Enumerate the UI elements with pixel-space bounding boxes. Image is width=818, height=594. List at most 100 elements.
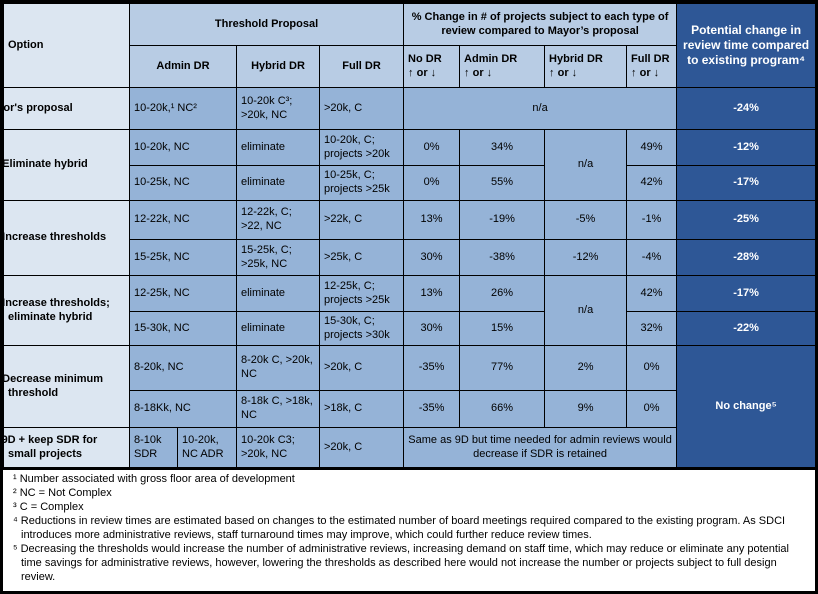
cell-mayor-full-dr: >20k, C <box>318 87 405 130</box>
column-header-hybrid-dr-pct: Hybrid DR ↑ or ↓ <box>544 45 628 88</box>
cell-9c2-hybrid-dr: eliminate <box>236 311 320 346</box>
option-label: 9B. Increase thresholds <box>3 200 130 276</box>
cell-9c1-full-pct: 42% <box>626 275 678 312</box>
cell-9d1-full-dr: >20k, C <box>318 345 405 391</box>
cell-9b2-admin-pct: -38% <box>459 239 546 276</box>
option-label: Mayor's proposal <box>3 87 130 130</box>
row-9c-1: 9C. Increase thresholds; eliminate hybri… <box>3 275 815 346</box>
cell-9c-hybrid-pct-na: n/a <box>544 275 628 346</box>
cell-9d2-admin-pct: 66% <box>459 390 546 428</box>
cell-9b2-full-dr: >25k, C <box>318 239 405 276</box>
cell-9b2-potential: -28% <box>676 239 815 276</box>
cell-9d2-full-pct: 0% <box>626 390 678 428</box>
cell-9c1-hybrid-dr: eliminate <box>236 275 320 312</box>
footnote-3: ³ C = Complex <box>13 500 84 513</box>
cell-9b1-full-pct: -1% <box>626 200 678 240</box>
header-row-2: Admin DR Hybrid DR Full DR No DR ↑ or ↓ … <box>4 45 816 88</box>
cell-9d2-admin-dr: 8-18Kk, NC <box>129 390 237 428</box>
footnote-5: ⁵ Decreasing the thresholds would increa… <box>13 542 789 583</box>
cell-9a1-hybrid-dr: eliminate <box>236 129 320 166</box>
cell-9b2-hybrid-pct: -12% <box>544 239 628 276</box>
cell-9a2-hybrid-dr: eliminate <box>236 165 320 201</box>
cell-9a2-admin-pct: 55% <box>459 165 546 201</box>
cell-9c2-no-dr-pct: 30% <box>403 311 461 346</box>
cell-9e-full-dr: >20k, C <box>318 427 405 468</box>
cell-9b2-full-pct: -4% <box>626 239 678 276</box>
cell-9a1-no-dr-pct: 0% <box>403 129 461 166</box>
cell-9b1-hybrid-pct: -5% <box>544 200 628 240</box>
cell-9d1-full-pct: 0% <box>626 345 678 391</box>
cell-9d1-admin-pct: 77% <box>459 345 546 391</box>
cell-9c1-admin-dr: 12-25k, NC <box>129 275 237 312</box>
cell-9c2-admin-dr: 15-30k, NC <box>129 311 237 346</box>
column-header-hybrid-dr: Hybrid DR <box>236 45 320 88</box>
cell-9a1-full-pct: 49% <box>626 129 678 166</box>
cell-9e-hybrid-dr: 10-20k C3; >20k, NC <box>236 427 320 468</box>
cell-9b1-full-dr: >22k, C <box>318 200 405 240</box>
cell-9a2-full-dr: 10-25k, C; projects >25k <box>318 165 405 201</box>
cell-9c1-potential: -17% <box>676 275 815 312</box>
cell-9c2-admin-pct: 15% <box>459 311 546 346</box>
cell-9e-pct-note: Same as 9D but time needed for admin rev… <box>403 427 678 468</box>
row-9d-2: 8-18Kk, NC 8-18k C, >18k, NC >18k, C -35… <box>4 390 816 428</box>
cell-9b1-potential: -25% <box>676 200 815 240</box>
header-row-1: Option Threshold Proposal % Change in # … <box>3 3 815 88</box>
column-header-full-dr: Full DR <box>318 45 405 88</box>
option-label: 9A. Eliminate hybrid <box>3 129 130 201</box>
cell-9b2-admin-dr: 15-25k, NC <box>129 239 237 276</box>
column-header-no-dr-pct: No DR ↑ or ↓ <box>403 45 461 88</box>
cell-9b1-admin-pct: -19% <box>459 200 546 240</box>
cell-9d1-hybrid-pct: 2% <box>544 345 628 391</box>
option-label: 9C. Increase thresholds; eliminate hybri… <box>3 275 130 346</box>
cell-9b2-hybrid-dr: 15-25k, C; >25k, NC <box>236 239 320 276</box>
cell-9a1-full-dr: 10-20k, C; projects >20k <box>318 129 405 166</box>
cell-9d-9e-potential-no-change: No change⁵ <box>676 345 815 468</box>
row-9d-1: 9D. Decrease minimum threshold 8-20k, NC… <box>3 345 815 468</box>
up-down-arrows-icon: ↑ or ↓ <box>549 66 578 79</box>
cell-9d2-no-dr-pct: -35% <box>403 390 461 428</box>
cell-mayor-potential: -24% <box>676 87 815 130</box>
row-9e: 9E. 9D + keep SDR for small projects 8-1… <box>3 427 816 468</box>
cell-9b2-no-dr-pct: 30% <box>403 239 461 276</box>
cell-9c1-full-dr: 12-25k, C; projects >25k <box>318 275 405 312</box>
cell-9e-admin-sdr: 8-10k SDR <box>129 427 178 468</box>
row-9b-1: 9B. Increase thresholds 12-22k, NC 12-22… <box>3 200 815 276</box>
option-label: 9E. 9D + keep SDR for small projects <box>3 427 130 468</box>
cell-9c2-full-dr: 15-30k, C; projects >30k <box>318 311 405 346</box>
row-9a-2: 10-25k, NC eliminate 10-25k, C; projects… <box>4 165 815 201</box>
row-9b-2: 15-25k, NC 15-25k, C; >25k, NC >25k, C 3… <box>4 239 815 276</box>
threshold-comparison-table: Option Threshold Proposal % Change in # … <box>3 3 816 468</box>
column-header-admin-dr: Admin DR <box>129 45 237 88</box>
cell-9c1-no-dr-pct: 13% <box>403 275 461 312</box>
column-header-full-dr-pct: Full DR ↑ or ↓ <box>626 45 678 88</box>
cell-9c2-full-pct: 32% <box>626 311 678 346</box>
cell-9b1-hybrid-dr: 12-22k, C; >22, NC <box>236 200 320 240</box>
cell-9a-hybrid-pct-na: n/a <box>544 129 628 201</box>
cell-9d2-hybrid-dr: 8-18k C, >18k, NC <box>236 390 320 428</box>
cell-9a1-admin-pct: 34% <box>459 129 546 166</box>
up-down-arrows-icon: ↑ or ↓ <box>408 66 437 79</box>
column-group-threshold-proposal: Threshold Proposal <box>128 3 405 46</box>
option-label: 9D. Decrease minimum threshold <box>3 345 130 428</box>
row-mayors-proposal: Mayor's proposal 10-20k,¹ NC² 10-20k C³;… <box>3 87 815 130</box>
footnote-2: ² NC = Not Complex <box>13 486 112 499</box>
cell-mayor-hybrid-dr: 10-20k C³; >20k, NC <box>236 87 320 130</box>
cell-mayor-pct-na: n/a <box>403 87 678 130</box>
cell-9c1-admin-pct: 26% <box>459 275 546 312</box>
column-header-option: Option <box>3 3 130 88</box>
footnote-4: ⁴ Reductions in review times are estimat… <box>13 514 786 541</box>
cell-9d1-hybrid-dr: 8-20k C, >20k, NC <box>236 345 320 391</box>
footnote-1: ¹ Number associated with gross floor are… <box>13 473 295 485</box>
cell-9c2-potential: -22% <box>676 311 815 346</box>
up-down-arrows-icon: ↑ or ↓ <box>631 66 660 79</box>
cell-9a2-full-pct: 42% <box>626 165 678 201</box>
cell-9d1-admin-dr: 8-20k, NC <box>129 345 237 391</box>
cell-mayor-admin-dr: 10-20k,¹ NC² <box>129 87 237 130</box>
cell-9b1-admin-dr: 12-22k, NC <box>129 200 237 240</box>
cell-9e-admin-adr: 10-20k, NC ADR <box>177 427 237 468</box>
footnotes-section: ¹ Number associated with gross floor are… <box>3 468 815 587</box>
cell-9d2-full-dr: >18k, C <box>318 390 405 428</box>
column-header-potential-change: Potential change in review time compared… <box>676 3 815 88</box>
cell-9d2-hybrid-pct: 9% <box>544 390 628 428</box>
